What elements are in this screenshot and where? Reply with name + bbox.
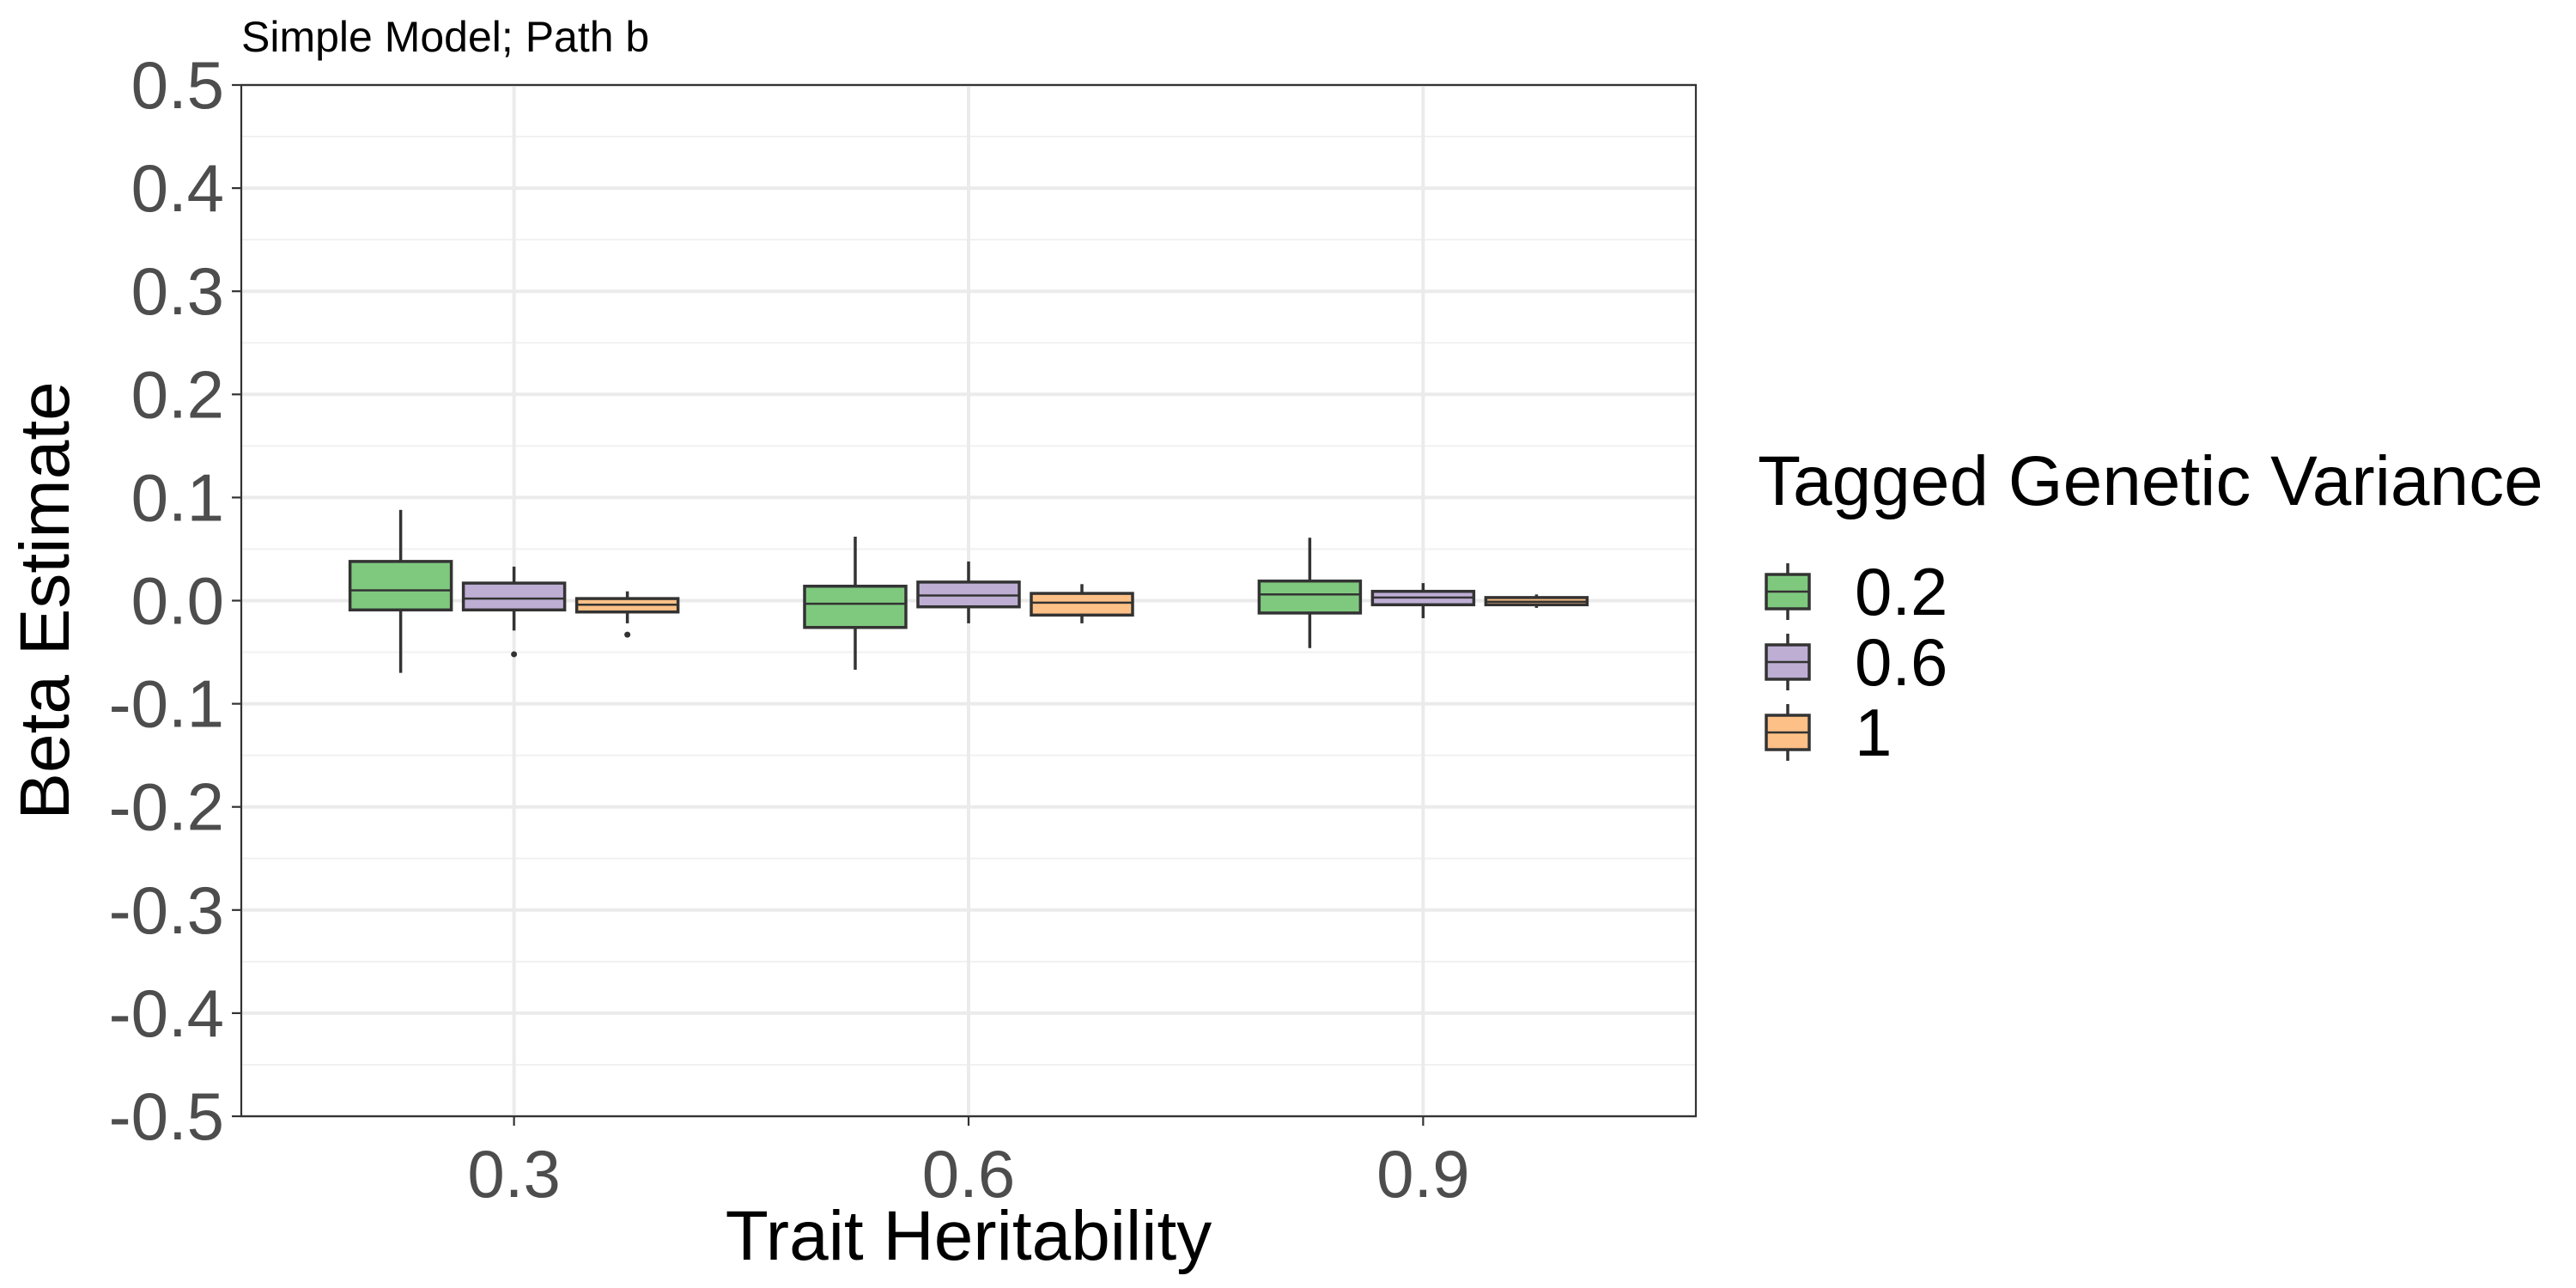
legend-label: 1 [1855,695,1892,770]
x-axis-title: Trait Heritability [726,1197,1212,1275]
y-tick-label: 0.4 [131,150,224,226]
box-body [1257,579,1363,615]
box-0.2-0.3 [348,509,453,673]
y-tick-label: 0.2 [131,356,224,432]
box-body [461,581,567,612]
y-tick-label: -0.5 [109,1078,224,1154]
legend-label: 0.6 [1855,624,1947,700]
box-0.2-0.6 [803,537,908,670]
box-0.2-0.9 [1257,538,1363,648]
y-tick-label: -0.2 [109,769,224,845]
box-body [1030,592,1134,617]
outlier-point [624,631,631,638]
x-tick-label: 0.9 [1376,1136,1469,1212]
axis-layer: 0.5 0.4 0.3 0.2 0.1 0.0 -0.1 -0.2 -0.3 -0.4 -0.5 0.… [109,47,1470,1212]
legend-title: Tagged Genetic Variance [1758,442,2543,520]
box-0.6-0.9 [1370,583,1476,618]
legend-label: 0.2 [1855,554,1947,629]
y-axis-title: Beta Estimate [6,381,84,819]
y-tick-label: -0.1 [109,666,224,742]
y-tick-label: -0.4 [109,975,224,1051]
legend-entry-0.2: 0.2 [1765,554,1947,629]
box-0.6-0.6 [916,561,1021,623]
x-tick-label: 0.3 [467,1136,560,1212]
y-tick-label: 0.0 [131,563,224,639]
y-tick-label: 0.5 [131,47,224,123]
box-layer [348,509,1589,673]
box-body [348,560,453,612]
y-tick-label: 0.3 [131,253,224,329]
legend-entry-1: 1 [1765,695,1892,770]
box-1-0.9 [1484,594,1589,608]
box-0.6-0.3 [461,566,567,658]
chart-title: Simple Model; Path b [241,13,649,61]
box-body [803,584,908,629]
x-tick-label: 0.6 [922,1136,1015,1212]
y-tick-label: 0.1 [131,459,224,535]
box-1-0.3 [574,591,680,638]
legend: Tagged Genetic Variance 0.20.61 [1758,442,2543,770]
outlier-point [511,651,518,658]
box-1-0.6 [1030,584,1134,623]
y-tick-label: -0.3 [109,872,224,948]
legend-entry-0.6: 0.6 [1765,624,1947,700]
